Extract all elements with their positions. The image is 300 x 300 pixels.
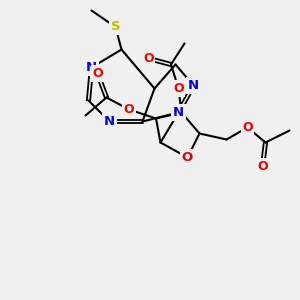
Text: S: S [111, 20, 120, 34]
Text: N: N [86, 61, 97, 74]
Text: O: O [257, 160, 268, 173]
Text: O: O [92, 67, 103, 80]
Text: O: O [143, 52, 154, 65]
Text: N: N [173, 106, 184, 119]
Text: O: O [242, 121, 253, 134]
Text: O: O [124, 103, 134, 116]
Text: O: O [173, 82, 184, 95]
Text: O: O [182, 151, 193, 164]
Text: N: N [188, 79, 199, 92]
Text: N: N [104, 115, 115, 128]
